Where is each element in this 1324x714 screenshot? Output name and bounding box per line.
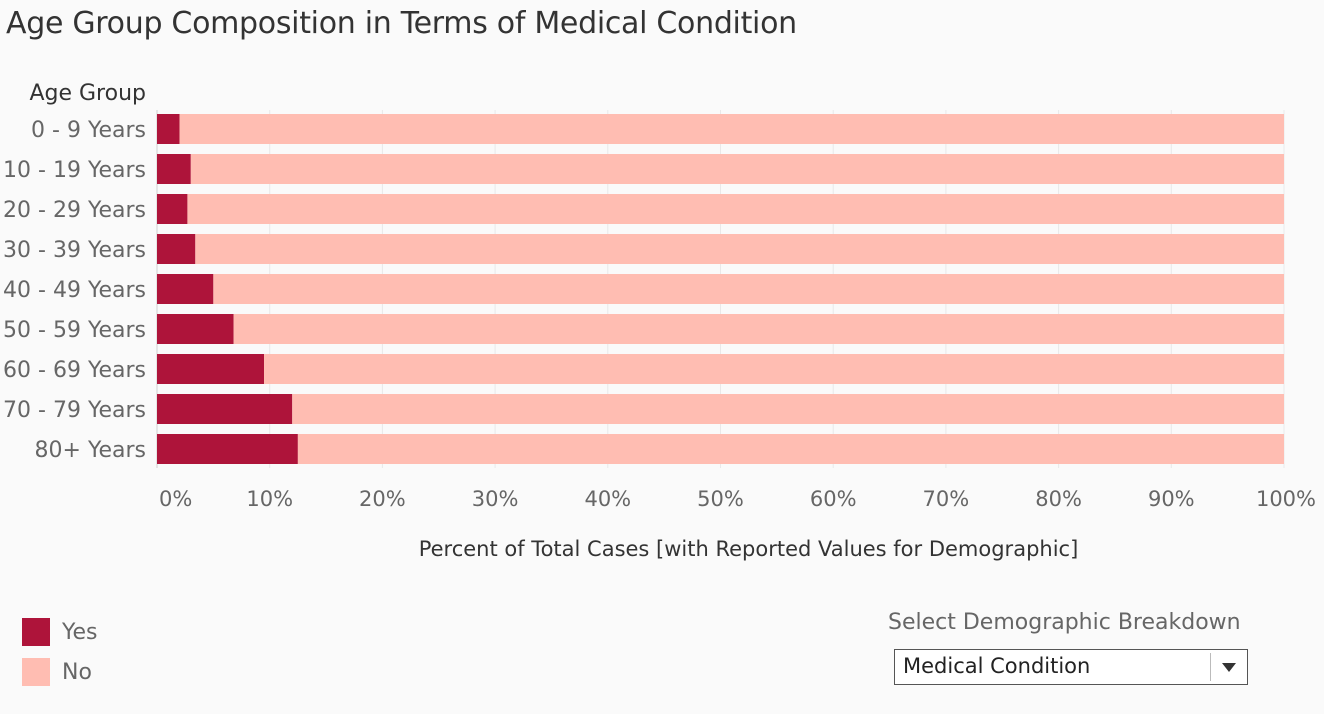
category-label: 60 - 69 Years bbox=[3, 358, 146, 383]
category-label: 10 - 19 Years bbox=[3, 158, 146, 183]
legend-label-no: No bbox=[62, 659, 92, 685]
demographic-dropdown[interactable]: Medical Condition bbox=[894, 649, 1248, 685]
category-label: 0 - 9 Years bbox=[31, 118, 146, 143]
x-tick-label: 30% bbox=[472, 487, 519, 511]
bar-yes-0 bbox=[157, 114, 180, 144]
x-tick-label: 80% bbox=[1035, 487, 1082, 511]
bar-no-7 bbox=[292, 394, 1284, 424]
x-tick-label: 100% bbox=[1256, 487, 1316, 511]
legend-item-no[interactable]: No bbox=[22, 652, 98, 692]
x-tick-label: 10% bbox=[246, 487, 293, 511]
x-tick-label: 90% bbox=[1148, 487, 1195, 511]
legend-item-yes[interactable]: Yes bbox=[22, 612, 98, 652]
legend-label-yes: Yes bbox=[62, 619, 98, 645]
bar-no-5 bbox=[233, 314, 1285, 344]
bar-no-6 bbox=[264, 354, 1284, 384]
category-label: 70 - 79 Years bbox=[3, 398, 146, 423]
bar-no-0 bbox=[179, 114, 1284, 144]
chart-title: Age Group Composition in Terms of Medica… bbox=[6, 6, 797, 41]
category-label: 50 - 59 Years bbox=[3, 318, 146, 343]
x-tick-label: 0% bbox=[159, 487, 192, 511]
bar-no-8 bbox=[297, 434, 1284, 464]
legend-swatch-yes bbox=[22, 618, 50, 646]
bar-yes-1 bbox=[157, 154, 191, 184]
bar-chart: Age Group 0 - 9 Years 10 - 19 Years 20 - 29… bbox=[3, 81, 1316, 561]
demographic-filter-label: Select Demographic Breakdown bbox=[888, 610, 1241, 635]
bar-yes-8 bbox=[157, 434, 298, 464]
legend: Yes No bbox=[22, 612, 98, 692]
x-tick-label: 70% bbox=[923, 487, 970, 511]
category-label: 20 - 29 Years bbox=[3, 198, 146, 223]
bar-yes-7 bbox=[157, 394, 293, 424]
x-tick-label: 50% bbox=[697, 487, 744, 511]
bar-no-2 bbox=[187, 194, 1285, 224]
x-tick-label: 60% bbox=[810, 487, 857, 511]
category-label: 40 - 49 Years bbox=[3, 278, 146, 303]
dropdown-divider bbox=[1210, 653, 1211, 681]
bar-no-1 bbox=[190, 154, 1284, 184]
dropdown-value: Medical Condition bbox=[903, 654, 1091, 678]
bar-yes-2 bbox=[157, 194, 188, 224]
x-tick-label: 20% bbox=[359, 487, 406, 511]
row-header-label: Age Group bbox=[29, 81, 146, 106]
x-tick-label: 40% bbox=[584, 487, 631, 511]
legend-swatch-no bbox=[22, 658, 50, 686]
bar-no-3 bbox=[195, 234, 1284, 264]
bar-yes-6 bbox=[157, 354, 265, 384]
category-label: 80+ Years bbox=[35, 438, 146, 463]
bar-yes-5 bbox=[157, 314, 234, 344]
bar-yes-3 bbox=[157, 234, 196, 264]
category-label: 30 - 39 Years bbox=[3, 238, 146, 263]
bar-no-4 bbox=[213, 274, 1285, 304]
bar-yes-4 bbox=[157, 274, 214, 304]
x-axis-title: Percent of Total Cases [with Reported Va… bbox=[419, 537, 1079, 561]
chevron-down-icon[interactable] bbox=[1222, 663, 1236, 672]
